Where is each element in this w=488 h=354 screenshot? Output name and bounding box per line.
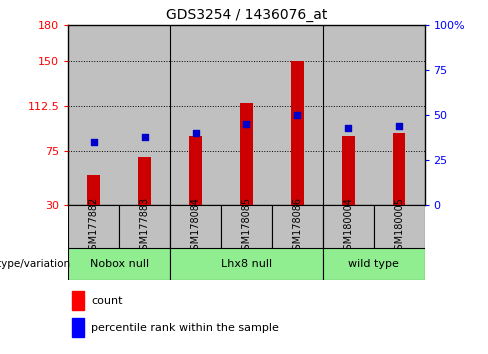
- Point: [192, 130, 200, 136]
- Bar: [323, 248, 425, 280]
- Bar: [72, 291, 84, 310]
- Text: GSM180004: GSM180004: [343, 197, 353, 256]
- Text: GSM178084: GSM178084: [190, 197, 201, 256]
- Bar: [68, 25, 119, 205]
- Text: Lhx8 null: Lhx8 null: [221, 259, 272, 269]
- Text: GSM178086: GSM178086: [292, 197, 303, 256]
- Point: [141, 134, 148, 139]
- Text: GSM177882: GSM177882: [89, 197, 99, 256]
- Bar: [138, 157, 151, 205]
- Bar: [119, 25, 170, 205]
- Bar: [272, 205, 323, 248]
- Bar: [240, 103, 253, 205]
- Point: [90, 139, 98, 145]
- Bar: [170, 25, 221, 205]
- Bar: [170, 248, 323, 280]
- Bar: [374, 205, 425, 248]
- Bar: [119, 205, 170, 248]
- Text: percentile rank within the sample: percentile rank within the sample: [91, 323, 279, 333]
- Bar: [342, 136, 355, 205]
- Point: [395, 123, 403, 129]
- Bar: [189, 136, 202, 205]
- Bar: [374, 25, 425, 205]
- Bar: [221, 205, 272, 248]
- Point: [345, 125, 352, 131]
- Bar: [221, 25, 272, 205]
- Bar: [87, 175, 100, 205]
- Bar: [272, 25, 323, 205]
- Bar: [323, 25, 374, 205]
- Bar: [72, 318, 84, 337]
- Text: GSM178085: GSM178085: [242, 197, 251, 256]
- Text: genotype/variation: genotype/variation: [0, 259, 71, 269]
- Point: [293, 112, 301, 118]
- Bar: [291, 61, 304, 205]
- Bar: [68, 248, 170, 280]
- Bar: [393, 133, 406, 205]
- Text: GSM177883: GSM177883: [140, 197, 150, 256]
- Text: count: count: [91, 296, 123, 306]
- Text: GSM180005: GSM180005: [394, 197, 404, 256]
- Text: Nobox null: Nobox null: [90, 259, 149, 269]
- Bar: [323, 205, 374, 248]
- Title: GDS3254 / 1436076_at: GDS3254 / 1436076_at: [166, 8, 327, 22]
- Bar: [170, 205, 221, 248]
- Bar: [68, 205, 119, 248]
- Point: [243, 121, 250, 127]
- Text: wild type: wild type: [348, 259, 399, 269]
